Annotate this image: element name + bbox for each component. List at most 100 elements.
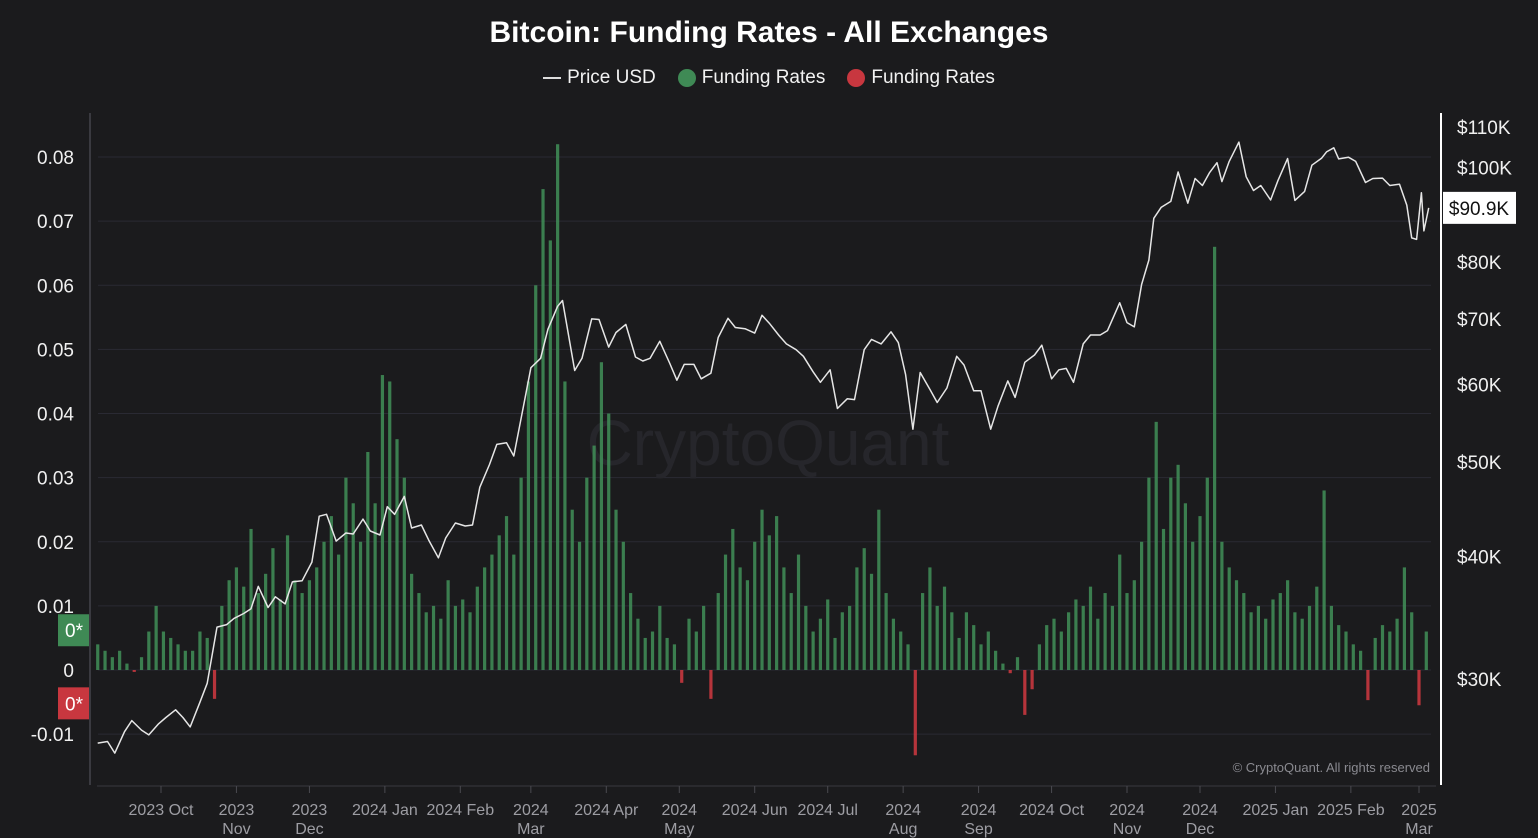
legend-item-price[interactable]: Price USD bbox=[543, 67, 656, 89]
funding-bar-positive[interactable] bbox=[264, 573, 268, 670]
funding-bar-positive[interactable] bbox=[921, 593, 925, 670]
funding-bar-positive[interactable] bbox=[665, 637, 669, 670]
funding-bar-positive[interactable] bbox=[1337, 625, 1341, 670]
funding-bar-positive[interactable] bbox=[337, 554, 341, 670]
funding-bar-positive[interactable] bbox=[957, 637, 961, 670]
funding-bar-positive[interactable] bbox=[650, 631, 655, 670]
funding-bar-positive[interactable] bbox=[672, 644, 677, 670]
funding-bar-negative[interactable] bbox=[1417, 670, 1421, 706]
funding-bar-positive[interactable] bbox=[431, 605, 436, 670]
funding-bar-positive[interactable] bbox=[139, 657, 144, 670]
funding-bar-positive[interactable] bbox=[855, 567, 859, 670]
funding-bar-positive[interactable] bbox=[191, 650, 195, 670]
funding-bar-positive[interactable] bbox=[205, 637, 209, 670]
funding-bar-positive[interactable] bbox=[869, 573, 874, 670]
funding-bar-positive[interactable] bbox=[906, 644, 910, 670]
funding-bar-positive[interactable] bbox=[373, 503, 377, 670]
funding-bar-positive[interactable] bbox=[1220, 541, 1224, 670]
funding-bar-positive[interactable] bbox=[1015, 657, 1020, 670]
funding-bar-positive[interactable] bbox=[1395, 618, 1399, 670]
funding-bar-positive[interactable] bbox=[446, 580, 450, 670]
funding-bar-positive[interactable] bbox=[723, 554, 728, 670]
funding-bar-positive[interactable] bbox=[636, 618, 640, 670]
funding-bar-positive[interactable] bbox=[300, 593, 304, 670]
funding-bar-negative[interactable] bbox=[212, 670, 217, 699]
funding-bar-positive[interactable] bbox=[694, 631, 698, 670]
funding-bar-positive[interactable] bbox=[577, 541, 582, 670]
funding-bar-positive[interactable] bbox=[1271, 599, 1275, 670]
funding-bar-positive[interactable] bbox=[1256, 605, 1261, 670]
funding-bar-positive[interactable] bbox=[994, 650, 998, 670]
funding-bar-positive[interactable] bbox=[570, 509, 574, 670]
funding-bar-positive[interactable] bbox=[402, 477, 406, 670]
funding-bar-positive[interactable] bbox=[1315, 586, 1319, 670]
legend-item-funding-negative[interactable]: Funding Rates bbox=[847, 67, 995, 89]
funding-bar-positive[interactable] bbox=[256, 593, 260, 670]
funding-bar-positive[interactable] bbox=[745, 580, 750, 670]
funding-bar-positive[interactable] bbox=[242, 586, 246, 670]
funding-bar-positive[interactable] bbox=[366, 451, 370, 670]
funding-bar-positive[interactable] bbox=[490, 554, 494, 670]
funding-bar-positive[interactable] bbox=[1300, 618, 1304, 670]
funding-bar-positive[interactable] bbox=[453, 605, 458, 670]
funding-bar-positive[interactable] bbox=[504, 516, 509, 670]
funding-bar-positive[interactable] bbox=[964, 612, 969, 670]
funding-bar-positive[interactable] bbox=[183, 650, 187, 670]
funding-bar-positive[interactable] bbox=[285, 535, 290, 670]
funding-bar-positive[interactable] bbox=[1125, 593, 1129, 670]
funding-bar-positive[interactable] bbox=[592, 445, 596, 670]
funding-bar-positive[interactable] bbox=[1052, 618, 1056, 670]
funding-bar-positive[interactable] bbox=[731, 528, 735, 670]
funding-bar-positive[interactable] bbox=[1074, 599, 1078, 670]
funding-bar-positive[interactable] bbox=[534, 285, 538, 670]
funding-bar-positive[interactable] bbox=[833, 637, 837, 670]
funding-bar-positive[interactable] bbox=[972, 625, 976, 670]
funding-bar-positive[interactable] bbox=[234, 567, 239, 670]
funding-bar-positive[interactable] bbox=[563, 381, 567, 670]
funding-bar-positive[interactable] bbox=[979, 644, 983, 670]
funding-bar-positive[interactable] bbox=[1388, 631, 1392, 670]
funding-bar-positive[interactable] bbox=[629, 593, 633, 670]
funding-bar-positive[interactable] bbox=[891, 618, 896, 670]
funding-bar-positive[interactable] bbox=[1161, 528, 1166, 670]
funding-bar-positive[interactable] bbox=[1293, 612, 1297, 670]
funding-bar-positive[interactable] bbox=[818, 618, 823, 670]
funding-bar-positive[interactable] bbox=[1322, 490, 1326, 670]
funding-bar-positive[interactable] bbox=[475, 586, 479, 670]
funding-bar-positive[interactable] bbox=[1154, 421, 1158, 670]
funding-bar-positive[interactable] bbox=[154, 605, 158, 670]
funding-bar-positive[interactable] bbox=[1402, 567, 1407, 670]
funding-bar-positive[interactable] bbox=[1001, 663, 1005, 670]
funding-bar-positive[interactable] bbox=[1037, 644, 1042, 670]
funding-bar-positive[interactable] bbox=[789, 593, 793, 670]
funding-bar-positive[interactable] bbox=[1344, 631, 1348, 670]
funding-bar-positive[interactable] bbox=[599, 362, 604, 670]
funding-bar-positive[interactable] bbox=[782, 567, 786, 670]
funding-bar-positive[interactable] bbox=[249, 528, 253, 670]
funding-bar-positive[interactable] bbox=[1110, 605, 1115, 670]
funding-bar-negative[interactable] bbox=[132, 670, 136, 672]
funding-bar-positive[interactable] bbox=[1234, 580, 1239, 670]
funding-bar-positive[interactable] bbox=[526, 381, 531, 670]
funding-bar-positive[interactable] bbox=[1410, 612, 1414, 670]
funding-bar-positive[interactable] bbox=[1169, 477, 1173, 670]
funding-bar-positive[interactable] bbox=[658, 605, 662, 670]
funding-bar-positive[interactable] bbox=[877, 509, 881, 670]
funding-bar-positive[interactable] bbox=[811, 631, 815, 670]
funding-bar-positive[interactable] bbox=[1059, 631, 1063, 670]
funding-bar-positive[interactable] bbox=[607, 413, 611, 670]
funding-bar-positive[interactable] bbox=[1205, 477, 1209, 670]
funding-bar-positive[interactable] bbox=[169, 637, 173, 670]
funding-bar-negative[interactable] bbox=[1030, 670, 1034, 690]
funding-bar-positive[interactable] bbox=[928, 567, 932, 670]
funding-bar-positive[interactable] bbox=[315, 567, 319, 670]
funding-bar-positive[interactable] bbox=[1183, 503, 1188, 670]
funding-bar-positive[interactable] bbox=[329, 516, 333, 670]
funding-bar-positive[interactable] bbox=[804, 605, 808, 670]
funding-bar-negative[interactable] bbox=[1023, 670, 1027, 715]
funding-bar-positive[interactable] bbox=[519, 477, 523, 670]
funding-bar-positive[interactable] bbox=[198, 631, 202, 670]
funding-bar-positive[interactable] bbox=[753, 541, 757, 670]
funding-bar-positive[interactable] bbox=[461, 599, 465, 670]
funding-bar-positive[interactable] bbox=[556, 144, 560, 670]
